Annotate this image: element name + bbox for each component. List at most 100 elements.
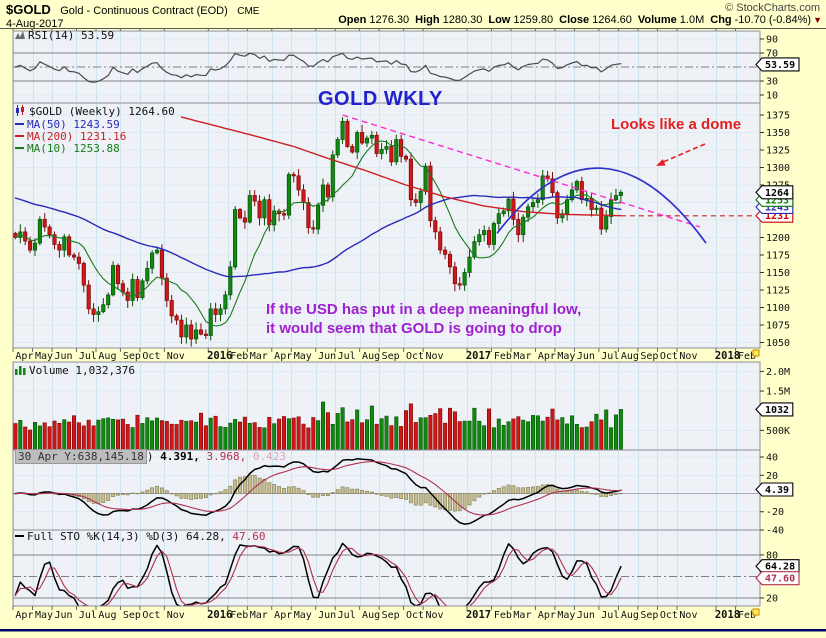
volume-bars-layer [13,401,623,450]
rsi-legend: RSI(14) 53.59 [15,30,114,43]
macd-signal-value: 3.968, [206,450,247,463]
svg-text:Oct: Oct [660,351,678,362]
sto-legend: Full STO %K(14,3) %D(3) 64.28, 47.60 [15,531,265,543]
symbol: $GOLD [6,2,51,17]
svg-text:Nov: Nov [426,351,444,362]
svg-text:Jun: Jun [577,610,595,621]
svg-text:20: 20 [766,593,778,604]
svg-text:2016: 2016 [207,350,232,362]
svg-text:30: 30 [766,77,778,88]
svg-text:Nov: Nov [679,610,697,621]
svg-text:Aug: Aug [621,351,639,362]
svg-text:Aug: Aug [362,351,380,362]
svg-text:500K: 500K [766,426,790,437]
svg-text:Aug: Aug [98,351,116,362]
ma50-legend: MA(50) 1243.59 [15,119,175,131]
ma10-legend: MA(10) 1253.88 [15,143,175,155]
svg-text:1375: 1375 [766,111,790,122]
stockcharts-logo: © StockCharts.com [725,2,820,14]
svg-text:Jun: Jun [54,610,72,621]
ma10-line [14,140,622,327]
svg-text:1231: 1231 [765,211,789,222]
svg-text:Feb: Feb [494,351,512,362]
svg-text:Jul: Jul [79,351,97,362]
svg-text:Feb: Feb [738,610,756,621]
svg-text:1032: 1032 [765,405,789,416]
svg-text:53.59: 53.59 [765,60,795,71]
svg-text:Apr: Apr [274,610,292,621]
ma200-legend-label: MA(200) 1231.16 [27,130,127,143]
svg-text:1243: 1243 [765,202,789,213]
change-down-icon: ▼ [813,15,822,25]
candlestick-icon [15,105,26,119]
header-quote-row: 4-Aug-2017 Open 1276.30 High 1280.30 Low 1259… [6,14,822,30]
quote-value: -10.70 (-0.84%) [734,14,812,26]
exchange: CME [237,6,260,17]
sto-legend-label: Full STO %K(14,3) %D(3) [27,530,180,543]
svg-text:Jul: Jul [601,351,619,362]
macd-line [14,458,622,525]
svg-text:4.39: 4.39 [765,485,789,496]
svg-text:1350: 1350 [766,128,790,139]
chart-canvas: 9070301013751350132513001275120011751150… [0,28,826,633]
svg-text:Mar: Mar [513,610,531,621]
svg-text:Oct: Oct [142,610,160,621]
macd-paren: ) [146,450,154,463]
svg-text:Feb: Feb [738,351,756,362]
svg-text:Oct: Oct [406,351,424,362]
macd-signal-line [14,460,622,516]
symbol-description: Gold - Continuous Contract (EOD) [60,5,228,17]
volume-legend: Volume 1,032,376 [15,365,135,378]
axis-callout [755,571,800,586]
axis-end-marker[interactable] [752,608,760,616]
svg-text:Apr: Apr [15,610,33,621]
svg-text:Sep: Sep [382,610,400,621]
sto-d-value: 47.60 [232,530,266,543]
ma10-swatch-icon [15,147,24,149]
quote-value: 1280.30 [442,14,483,26]
svg-text:Nov: Nov [679,351,697,362]
quote-label: Volume [637,14,677,26]
svg-text:Sep: Sep [382,351,400,362]
axis-end-marker[interactable] [752,349,760,357]
svg-text:May: May [35,610,53,621]
ma200-legend: MA(200) 1231.16 [15,131,175,143]
rsi-legend-label: RSI(14) 53.59 [28,29,115,42]
volume-legend-label: Volume 1,032,376 [29,364,135,377]
quote-label: Close [559,14,590,26]
dome-arrow-head [656,159,666,166]
price-legend-main: $GOLD (Weekly) 1264.60 [15,105,175,119]
svg-text:2018: 2018 [715,609,740,621]
macd-value: 4.391, [160,450,200,463]
svg-text:May: May [557,351,575,362]
svg-text:10: 10 [766,91,778,102]
sto-k-value: 64.28, [185,530,226,543]
svg-text:Mar: Mar [250,610,268,621]
svg-text:Jul: Jul [601,610,619,621]
svg-text:Apr: Apr [538,610,556,621]
svg-text:May: May [35,351,53,362]
svg-text:Jun: Jun [577,351,595,362]
svg-text:64.28: 64.28 [765,562,795,573]
svg-text:Nov: Nov [426,610,444,621]
svg-text:-20: -20 [766,507,784,518]
annotation-usd-text: If the USD has put in a deep meaningful … [266,300,581,338]
svg-text:1075: 1075 [766,321,790,332]
svg-text:Jun: Jun [54,351,72,362]
svg-text:Feb: Feb [230,610,248,621]
sto-line-swatch-icon [15,535,24,537]
candles-layer [13,117,623,347]
svg-text:1325: 1325 [766,146,790,157]
quote-value: 1259.80 [513,14,554,26]
sto-d-line [14,545,622,606]
macd-hist-value: 0.423 [252,450,286,463]
svg-text:Aug: Aug [362,610,380,621]
svg-text:Oct: Oct [406,610,424,621]
svg-text:Oct: Oct [142,351,160,362]
svg-text:Jul: Jul [338,351,356,362]
annotation-dome-text: Looks like a dome [611,116,742,133]
sto-k-line [14,542,622,606]
svg-text:Sep: Sep [640,610,658,621]
quote-value: 1264.60 [592,14,632,26]
svg-text:2.0M: 2.0M [766,367,790,378]
